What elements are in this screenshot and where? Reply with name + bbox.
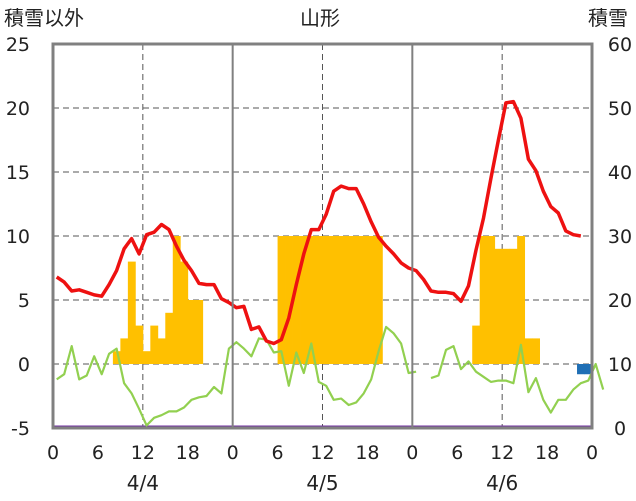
precip-bar xyxy=(517,236,526,364)
right-tick-label: 0 xyxy=(614,418,626,440)
precip-bar xyxy=(359,236,368,364)
x-tick-label: 12 xyxy=(310,442,334,464)
left-tick-label: 15 xyxy=(6,162,30,184)
x-tick-label: 12 xyxy=(131,442,155,464)
day-label: 4/5 xyxy=(306,471,338,495)
precip-bar xyxy=(165,312,174,364)
right-tick-label: 10 xyxy=(608,354,632,376)
left-tick-label: -5 xyxy=(11,418,30,440)
precip-bar xyxy=(187,300,196,364)
precip-bar xyxy=(532,338,540,364)
x-tick-label: 0 xyxy=(47,442,59,464)
left-tick-label: 25 xyxy=(6,34,30,56)
precip-bar xyxy=(277,236,286,364)
precip-bar xyxy=(285,236,293,364)
precip-bar xyxy=(315,236,323,364)
left-axis-label: 積雪以外 xyxy=(4,6,84,30)
snowfall-bar xyxy=(577,364,585,375)
precip-bar xyxy=(180,261,189,364)
precip-bar xyxy=(127,261,136,364)
x-tick-label: 18 xyxy=(176,442,200,464)
precip-bar xyxy=(172,236,181,364)
left-tick-label: 5 xyxy=(18,290,30,312)
left-tick-label: 10 xyxy=(6,226,30,248)
precip-bar xyxy=(337,236,346,364)
x-tick-label: 0 xyxy=(586,442,598,464)
precip-bar xyxy=(374,236,383,364)
temperature-line xyxy=(55,99,582,346)
precip-bar xyxy=(502,248,511,364)
wind-line xyxy=(56,325,417,427)
snowfall-bar xyxy=(584,364,593,375)
x-tick-label: 18 xyxy=(355,442,379,464)
precip-bar xyxy=(352,236,361,364)
x-tick-label: 12 xyxy=(490,442,514,464)
right-tick-label: 40 xyxy=(608,162,632,184)
precip-bar xyxy=(142,351,151,364)
precip-bar xyxy=(509,248,518,364)
left-tick-label: 20 xyxy=(6,98,30,120)
right-tick-label: 20 xyxy=(608,290,632,312)
precip-bar xyxy=(367,236,376,364)
precip-bar xyxy=(150,325,159,364)
precip-bar xyxy=(344,236,353,364)
x-tick-label: 0 xyxy=(406,442,418,464)
x-tick-label: 0 xyxy=(227,442,239,464)
precip-bar xyxy=(472,325,481,364)
x-tick-label: 6 xyxy=(272,442,284,464)
precip-bar xyxy=(300,236,308,364)
x-tick-label: 6 xyxy=(92,442,104,464)
precip-bar xyxy=(157,338,166,364)
chart-title: 山形 xyxy=(300,6,340,30)
plot-frame xyxy=(51,42,594,430)
precip-bar xyxy=(195,300,204,364)
precip-bar xyxy=(479,236,488,364)
precip-bar xyxy=(292,236,301,364)
precip-bar xyxy=(524,338,533,364)
right-tick-label: 30 xyxy=(608,226,632,248)
precip-bar xyxy=(307,236,316,364)
right-tick-label: 50 xyxy=(608,98,632,120)
precip-bar xyxy=(494,248,503,364)
day-label: 4/4 xyxy=(127,471,159,495)
right-axis-label: 積雪 xyxy=(588,6,628,30)
day-label: 4/6 xyxy=(486,471,518,495)
precip-bar xyxy=(135,325,144,364)
wind-line xyxy=(430,343,605,414)
precip-bar xyxy=(329,236,338,364)
precip-bar xyxy=(120,338,129,364)
precip-bar xyxy=(112,351,121,364)
right-tick-label: 60 xyxy=(608,34,632,56)
x-tick-label: 18 xyxy=(535,442,559,464)
precip-bar xyxy=(322,236,331,364)
x-tick-label: 6 xyxy=(451,442,463,464)
left-tick-label: 0 xyxy=(18,354,30,376)
precip-bar xyxy=(487,236,496,364)
